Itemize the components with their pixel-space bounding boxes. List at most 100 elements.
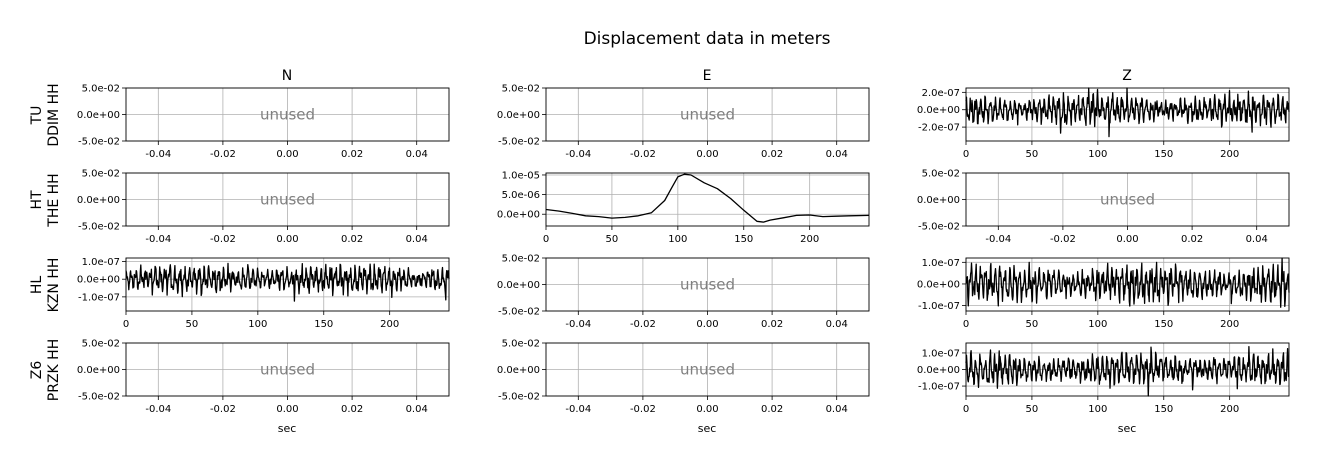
subplot-r0-c0: unused -0.04 -0.02 0.00 0.02 0.04 5.0e-02 0.0e+…: [77, 84, 450, 160]
y-tick-label: 5.0e-06: [502, 190, 540, 201]
y-tick-label: 5.0e-02: [82, 339, 120, 350]
x-tick-label: 50: [606, 234, 619, 245]
y-tick-label: 5.0e-02: [922, 169, 960, 180]
figure-title: Displacement data in meters: [584, 29, 831, 49]
x-tick-label: 0.04: [406, 404, 428, 415]
x-tick-label: 200: [1220, 404, 1239, 415]
axes-frame: [965, 257, 1290, 312]
x-tick-label: 50: [1026, 404, 1039, 415]
x-tick-label: -0.04: [145, 234, 171, 245]
unused-label: unused: [260, 361, 315, 379]
subplot-r0-c2: 0 50 100 150 200 2.0e-07 0.0e+00 -2.0e-07: [917, 87, 1290, 160]
x-tick-label: 0.00: [276, 234, 298, 245]
x-tick-label: 0.04: [826, 404, 848, 415]
x-tick-label: 150: [1154, 149, 1173, 160]
x-axis-label-n: sec: [278, 422, 297, 435]
series-line: [125, 262, 450, 302]
row-network-label: Z6: [29, 361, 45, 380]
y-tick-label: -1.0e-07: [918, 301, 960, 312]
series-line: [965, 87, 1290, 138]
y-tick-label: 0.0e+00: [917, 105, 960, 116]
x-tick-label: 0.02: [761, 404, 783, 415]
x-tick-label: 0.02: [341, 149, 363, 160]
x-tick-label: 100: [668, 234, 687, 245]
x-tick-label: 0.04: [1246, 234, 1268, 245]
y-tick-label: -5.0e-02: [78, 137, 120, 148]
row-station-label: KZN HH: [46, 258, 62, 313]
y-tick-label: -5.0e-02: [78, 222, 120, 233]
x-tick-label: 0.02: [1181, 234, 1203, 245]
x-tick-label: 0.00: [276, 404, 298, 415]
x-tick-label: 50: [186, 319, 199, 330]
row-station-label: PRZK HH: [46, 339, 62, 401]
x-tick-label: 0: [123, 319, 129, 330]
y-tick-label: -5.0e-02: [918, 222, 960, 233]
y-tick-label: 5.0e-02: [502, 84, 540, 95]
subplot-r1-c0: unused -0.04 -0.02 0.00 0.02 0.04 5.0e-02 0.0e+…: [77, 169, 450, 245]
subplot-r2-c0: 0 50 100 150 200 1.0e-07 0.0e+00 -1.0e-07: [77, 257, 450, 330]
x-tick-label: 50: [1026, 319, 1039, 330]
subplot-r1-c2: unused -0.04 -0.02 0.00 0.02 0.04 5.0e-02 0.0e+…: [917, 169, 1290, 245]
x-axis-label-e: sec: [698, 422, 717, 435]
subplot-grid: unused -0.04 -0.02 0.00 0.02 0.04 5.0e-02 0.0e+…: [77, 84, 1290, 415]
x-tick-label: 0: [543, 234, 549, 245]
x-tick-label: 200: [380, 319, 399, 330]
x-tick-label: -0.04: [145, 149, 171, 160]
x-tick-label: 150: [1154, 404, 1173, 415]
y-tick-label: 1.0e-05: [502, 170, 540, 181]
x-tick-label: -0.02: [210, 149, 236, 160]
y-tick-label: 0.0e+00: [917, 279, 960, 290]
x-tick-label: 0.00: [696, 149, 718, 160]
y-tick-label: 0.0e+00: [77, 365, 120, 376]
x-tick-label: -0.02: [210, 234, 236, 245]
y-tick-label: 5.0e-02: [82, 84, 120, 95]
y-tick-label: 0.0e+00: [497, 210, 540, 221]
x-tick-label: 100: [1088, 319, 1107, 330]
x-tick-label: 0.04: [826, 149, 848, 160]
row-network-label: HT: [29, 190, 45, 210]
x-tick-label: -0.02: [630, 404, 656, 415]
unused-label: unused: [1100, 191, 1155, 209]
series-line: [965, 257, 1290, 308]
x-tick-label: 100: [248, 319, 267, 330]
row-label-0: TU DDIM HH: [29, 83, 62, 146]
y-tick-label: 5.0e-02: [502, 254, 540, 265]
y-tick-label: 2.0e-07: [922, 88, 960, 99]
unused-label: unused: [260, 191, 315, 209]
y-tick-label: 0.0e+00: [917, 195, 960, 206]
x-tick-label: -0.02: [630, 149, 656, 160]
y-tick-label: 5.0e-02: [502, 339, 540, 350]
x-tick-label: 0.00: [276, 149, 298, 160]
x-tick-label: 0.04: [406, 149, 428, 160]
x-tick-label: 0.02: [341, 404, 363, 415]
y-tick-label: 0.0e+00: [77, 110, 120, 121]
column-title-z: Z: [1122, 68, 1132, 84]
x-tick-label: -0.04: [985, 234, 1011, 245]
y-tick-label: 1.0e-07: [82, 257, 120, 268]
subplot-r2-c2: 0 50 100 150 200 1.0e-07 0.0e+00 -1.0e-07: [917, 257, 1290, 330]
axes-frame: [545, 172, 870, 227]
plot-area: [546, 173, 869, 226]
x-tick-label: -0.04: [565, 319, 591, 330]
x-tick-label: 0.00: [696, 404, 718, 415]
x-tick-label: -0.04: [565, 404, 591, 415]
subplot-r3-c0: unused -0.04 -0.02 0.00 0.02 0.04 5.0e-02 0.0e+…: [77, 339, 450, 415]
column-title-e: E: [703, 68, 712, 84]
row-label-1: HT THE HH: [29, 173, 62, 227]
x-tick-label: 0: [963, 149, 969, 160]
x-tick-label: 150: [1154, 319, 1173, 330]
y-tick-label: 1.0e-07: [922, 348, 960, 359]
y-tick-label: 0.0e+00: [917, 365, 960, 376]
unused-label: unused: [680, 276, 735, 294]
unused-label: unused: [260, 106, 315, 124]
y-tick-label: 1.0e-07: [922, 258, 960, 269]
row-network-label: HL: [29, 276, 45, 295]
row-label-3: Z6 PRZK HH: [29, 339, 62, 401]
row-station-label: DDIM HH: [46, 83, 62, 146]
axes-frame: [125, 257, 450, 312]
subplot-r2-c1: unused -0.04 -0.02 0.00 0.02 0.04 5.0e-02 0.0e+…: [497, 254, 870, 330]
row-label-2: HL KZN HH: [29, 258, 62, 313]
axes-frame: [965, 87, 1290, 142]
x-tick-label: 0.00: [1116, 234, 1138, 245]
